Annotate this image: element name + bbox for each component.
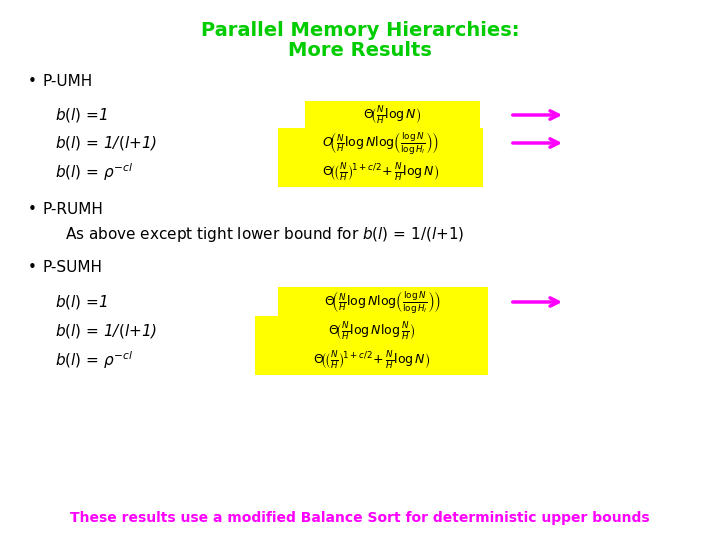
Text: P-SUMH: P-SUMH (42, 260, 102, 275)
Text: •: • (28, 260, 37, 275)
Text: $b(l)$ = 1/$(l$+1): $b(l)$ = 1/$(l$+1) (55, 322, 157, 340)
Text: P-RUMH: P-RUMH (42, 202, 103, 218)
FancyBboxPatch shape (255, 316, 488, 346)
Text: •: • (28, 202, 37, 218)
Text: As above except tight lower bound for $b(l)$ = 1/$(l$+1): As above except tight lower bound for $b… (65, 226, 464, 245)
FancyBboxPatch shape (278, 128, 483, 158)
FancyBboxPatch shape (255, 345, 488, 375)
FancyBboxPatch shape (305, 101, 480, 129)
Text: $b(l)$ = 1/$(l$+1): $b(l)$ = 1/$(l$+1) (55, 134, 157, 152)
FancyBboxPatch shape (278, 157, 483, 187)
Text: $b(l)$ = $\rho^{-cl}$: $b(l)$ = $\rho^{-cl}$ (55, 161, 133, 183)
FancyBboxPatch shape (278, 287, 488, 317)
Text: $\Theta\!\left(\frac{N}{H}\log N\right)$: $\Theta\!\left(\frac{N}{H}\log N\right)$ (364, 104, 421, 126)
Text: $O\!\left(\frac{N}{H}\log N\log\!\left(\frac{\log N}{\log H_l}\right)\right)$: $O\!\left(\frac{N}{H}\log N\log\!\left(\… (322, 130, 439, 156)
Text: $\Theta\!\left(\frac{N}{H}\log N\log\frac{N}{H}\right)$: $\Theta\!\left(\frac{N}{H}\log N\log\fra… (328, 320, 415, 342)
Text: $b(l)$ = $\rho^{-cl}$: $b(l)$ = $\rho^{-cl}$ (55, 349, 133, 371)
Text: $\Theta\!\left(\frac{N}{H}\log N\log\!\left(\frac{\log N}{\log H_l}\right)\right: $\Theta\!\left(\frac{N}{H}\log N\log\!\l… (325, 289, 441, 315)
Text: P-UMH: P-UMH (42, 75, 92, 90)
Text: •: • (28, 75, 37, 90)
Text: These results use a modified Balance Sort for deterministic upper bounds: These results use a modified Balance Sor… (70, 511, 650, 525)
Text: $b(l)$ =1: $b(l)$ =1 (55, 293, 108, 311)
Text: Parallel Memory Hierarchies:: Parallel Memory Hierarchies: (201, 21, 519, 39)
Text: $\Theta\!\left(\!\left(\frac{N}{H}\right)^{\!1+c/2}\!+\frac{N}{H}\log N\right)$: $\Theta\!\left(\!\left(\frac{N}{H}\right… (313, 349, 430, 371)
Text: $b(l)$ =1: $b(l)$ =1 (55, 106, 108, 124)
Text: $\Theta\!\left(\!\left(\frac{N}{H}\right)^{\!1+c/2}\!+\frac{N}{H}\log N\right)$: $\Theta\!\left(\!\left(\frac{N}{H}\right… (322, 161, 439, 183)
Text: More Results: More Results (288, 40, 432, 59)
